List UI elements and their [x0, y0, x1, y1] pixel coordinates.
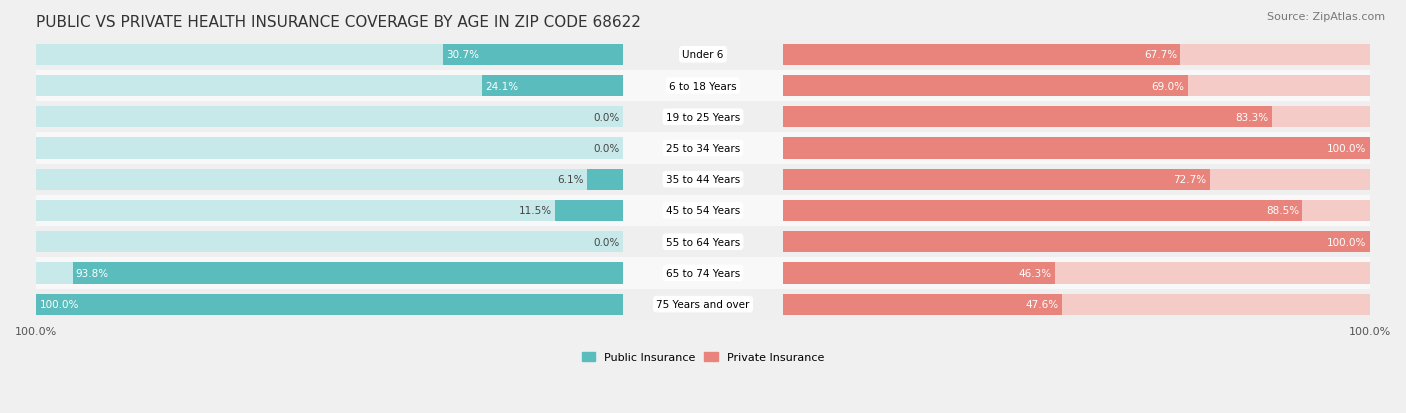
Text: 100.0%: 100.0%: [1327, 237, 1367, 247]
Text: 100.0%: 100.0%: [1327, 144, 1367, 154]
Bar: [783, 45, 1369, 66]
Bar: [37, 294, 623, 315]
Bar: [783, 263, 1054, 284]
Bar: [37, 138, 623, 159]
Bar: [783, 76, 1369, 97]
Bar: [783, 107, 1369, 128]
Text: 30.7%: 30.7%: [446, 50, 479, 60]
Bar: [37, 263, 623, 284]
Bar: [783, 138, 1369, 159]
Text: 6.1%: 6.1%: [557, 175, 583, 185]
Text: 19 to 25 Years: 19 to 25 Years: [666, 112, 740, 123]
Text: 83.3%: 83.3%: [1236, 112, 1268, 123]
Bar: [783, 76, 1188, 97]
Text: 0.0%: 0.0%: [593, 144, 620, 154]
Bar: [443, 45, 623, 66]
Bar: [37, 200, 623, 221]
Text: 24.1%: 24.1%: [485, 81, 517, 91]
Bar: [783, 294, 1063, 315]
Bar: [481, 76, 623, 97]
Bar: [37, 164, 1369, 195]
Bar: [73, 263, 623, 284]
Text: 72.7%: 72.7%: [1173, 175, 1206, 185]
Text: Under 6: Under 6: [682, 50, 724, 60]
Bar: [783, 107, 1272, 128]
Text: 75 Years and over: 75 Years and over: [657, 299, 749, 309]
Bar: [783, 200, 1302, 221]
Text: 45 to 54 Years: 45 to 54 Years: [666, 206, 740, 216]
Bar: [783, 169, 1369, 190]
Bar: [37, 169, 623, 190]
Bar: [783, 294, 1369, 315]
Text: 11.5%: 11.5%: [519, 206, 553, 216]
Text: 35 to 44 Years: 35 to 44 Years: [666, 175, 740, 185]
Text: 55 to 64 Years: 55 to 64 Years: [666, 237, 740, 247]
Bar: [588, 169, 623, 190]
Text: 100.0%: 100.0%: [39, 299, 79, 309]
Bar: [37, 289, 1369, 320]
Bar: [37, 195, 1369, 226]
Text: PUBLIC VS PRIVATE HEALTH INSURANCE COVERAGE BY AGE IN ZIP CODE 68622: PUBLIC VS PRIVATE HEALTH INSURANCE COVER…: [37, 15, 641, 30]
Text: 47.6%: 47.6%: [1026, 299, 1059, 309]
Bar: [37, 226, 1369, 258]
Bar: [783, 200, 1369, 221]
Text: 88.5%: 88.5%: [1265, 206, 1299, 216]
Bar: [37, 107, 623, 128]
Bar: [37, 71, 1369, 102]
Bar: [37, 40, 1369, 71]
Bar: [783, 232, 1369, 253]
Text: 65 to 74 Years: 65 to 74 Years: [666, 268, 740, 278]
Bar: [555, 200, 623, 221]
Bar: [37, 294, 623, 315]
Bar: [37, 232, 623, 253]
Text: 67.7%: 67.7%: [1144, 50, 1177, 60]
Bar: [37, 76, 623, 97]
Text: 0.0%: 0.0%: [593, 237, 620, 247]
Bar: [783, 232, 1369, 253]
Bar: [783, 45, 1180, 66]
Text: 69.0%: 69.0%: [1152, 81, 1185, 91]
Text: 25 to 34 Years: 25 to 34 Years: [666, 144, 740, 154]
Legend: Public Insurance, Private Insurance: Public Insurance, Private Insurance: [578, 348, 828, 367]
Bar: [37, 133, 1369, 164]
Bar: [37, 258, 1369, 289]
Text: 0.0%: 0.0%: [593, 112, 620, 123]
Text: 46.3%: 46.3%: [1018, 268, 1052, 278]
Bar: [783, 263, 1369, 284]
Text: 93.8%: 93.8%: [76, 268, 110, 278]
Text: 6 to 18 Years: 6 to 18 Years: [669, 81, 737, 91]
Bar: [37, 102, 1369, 133]
Bar: [37, 45, 623, 66]
Bar: [783, 138, 1369, 159]
Text: Source: ZipAtlas.com: Source: ZipAtlas.com: [1267, 12, 1385, 22]
Bar: [783, 169, 1209, 190]
